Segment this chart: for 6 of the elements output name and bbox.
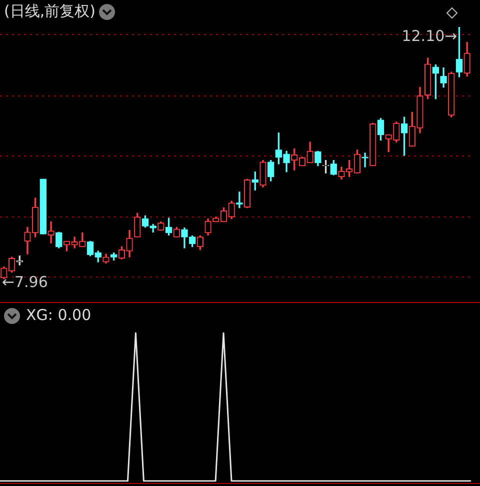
candlestick (236, 192, 243, 208)
annotation: 12.10→ (402, 26, 458, 45)
annotation: ←7.96 (2, 272, 48, 291)
chart-title: (日线,前复权) (4, 2, 96, 21)
chart-title: XG: 0.00 (26, 306, 92, 324)
candlestick (48, 221, 54, 244)
